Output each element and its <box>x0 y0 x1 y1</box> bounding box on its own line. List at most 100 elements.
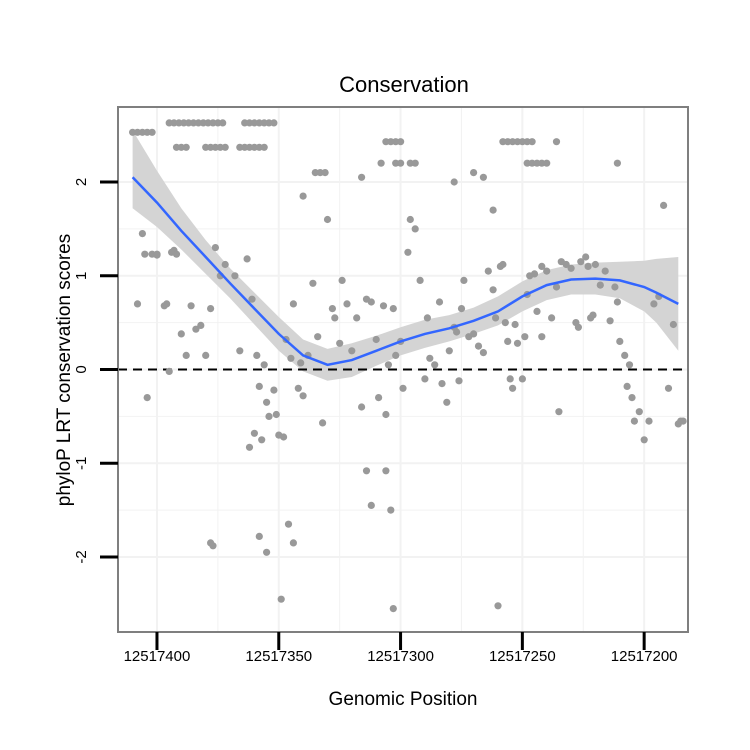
data-point <box>645 417 653 425</box>
data-point <box>397 159 405 167</box>
data-point <box>343 300 351 308</box>
data-point <box>358 173 366 181</box>
data-point <box>455 377 463 385</box>
data-point <box>611 283 619 291</box>
data-point <box>628 394 636 402</box>
data-point <box>367 501 375 509</box>
data-point <box>399 384 407 392</box>
data-point <box>177 330 185 338</box>
data-point <box>513 339 522 347</box>
data-point <box>372 335 380 344</box>
data-point <box>153 251 161 259</box>
data-point <box>277 595 285 603</box>
data-point <box>508 384 517 392</box>
y-tick-label: -2 <box>73 550 90 563</box>
data-point <box>521 333 529 341</box>
data-point <box>248 295 256 303</box>
data-point <box>562 260 570 269</box>
x-tick-label: 12517200 <box>611 648 678 665</box>
data-point <box>438 380 446 388</box>
data-point <box>211 244 219 252</box>
data-point <box>538 333 546 341</box>
data-point <box>435 298 444 306</box>
data-point <box>219 119 227 127</box>
data-point <box>375 394 383 402</box>
data-point <box>389 305 397 313</box>
y-tick-label: 2 <box>73 178 90 186</box>
data-point <box>221 260 229 269</box>
data-point <box>555 408 563 416</box>
data-point <box>664 384 673 392</box>
data-point <box>470 330 478 338</box>
data-point <box>669 320 678 329</box>
data-point <box>635 408 643 416</box>
data-point <box>165 367 173 375</box>
smooth-line <box>131 176 679 367</box>
data-point <box>397 138 405 146</box>
plot-panel <box>117 106 689 633</box>
data-point <box>192 325 200 333</box>
data-point <box>309 279 317 287</box>
data-point <box>197 321 205 329</box>
data-point <box>640 436 648 444</box>
data-point <box>567 264 575 272</box>
data-point <box>362 467 371 475</box>
data-points <box>129 119 687 613</box>
data-point <box>552 283 561 291</box>
x-tick-label: 12517250 <box>489 648 556 665</box>
data-point <box>172 250 181 258</box>
data-point <box>511 320 519 329</box>
data-point <box>506 375 514 383</box>
data-point <box>245 443 254 451</box>
data-point <box>358 403 366 411</box>
data-point <box>613 298 622 306</box>
data-point <box>421 375 429 383</box>
data-point <box>621 351 629 359</box>
x-tick-label: 12517400 <box>124 648 191 665</box>
data-point <box>143 394 151 402</box>
data-point <box>616 337 624 345</box>
y-tick-label: -1 <box>73 457 90 470</box>
data-point <box>538 262 546 270</box>
confidence-ribbon <box>132 130 679 381</box>
data-point <box>314 333 322 341</box>
data-point <box>236 347 244 355</box>
chart-title: Conservation <box>339 72 469 97</box>
data-point <box>270 119 278 127</box>
data-point <box>379 302 388 310</box>
data-point <box>353 314 361 322</box>
data-point <box>650 300 658 308</box>
data-point <box>431 361 439 369</box>
data-point <box>453 328 461 336</box>
data-point <box>382 410 390 419</box>
data-point <box>499 260 507 269</box>
y-axis: -2 -1 0 1 2 <box>73 178 118 564</box>
data-point <box>591 260 600 269</box>
data-point <box>660 201 668 209</box>
data-point <box>209 542 217 550</box>
data-point <box>492 314 500 322</box>
data-point <box>601 267 609 275</box>
data-point <box>284 520 293 528</box>
data-point <box>299 392 307 400</box>
data-point <box>518 375 527 383</box>
data-point <box>263 548 271 556</box>
data-point <box>348 347 356 355</box>
data-point <box>255 382 263 390</box>
data-point <box>243 255 251 263</box>
data-point <box>416 276 424 284</box>
data-point <box>474 342 483 350</box>
data-point <box>202 351 210 359</box>
data-point <box>289 539 297 547</box>
data-point <box>260 143 268 151</box>
data-point <box>501 319 509 327</box>
data-point <box>387 506 395 514</box>
data-point <box>384 361 392 369</box>
data-point <box>450 178 458 186</box>
data-point <box>287 354 295 362</box>
x-axis: 12517400 12517350 12517300 12517250 12517200 <box>124 632 678 665</box>
data-point <box>250 429 258 437</box>
data-point <box>574 323 583 331</box>
data-point <box>163 300 171 308</box>
